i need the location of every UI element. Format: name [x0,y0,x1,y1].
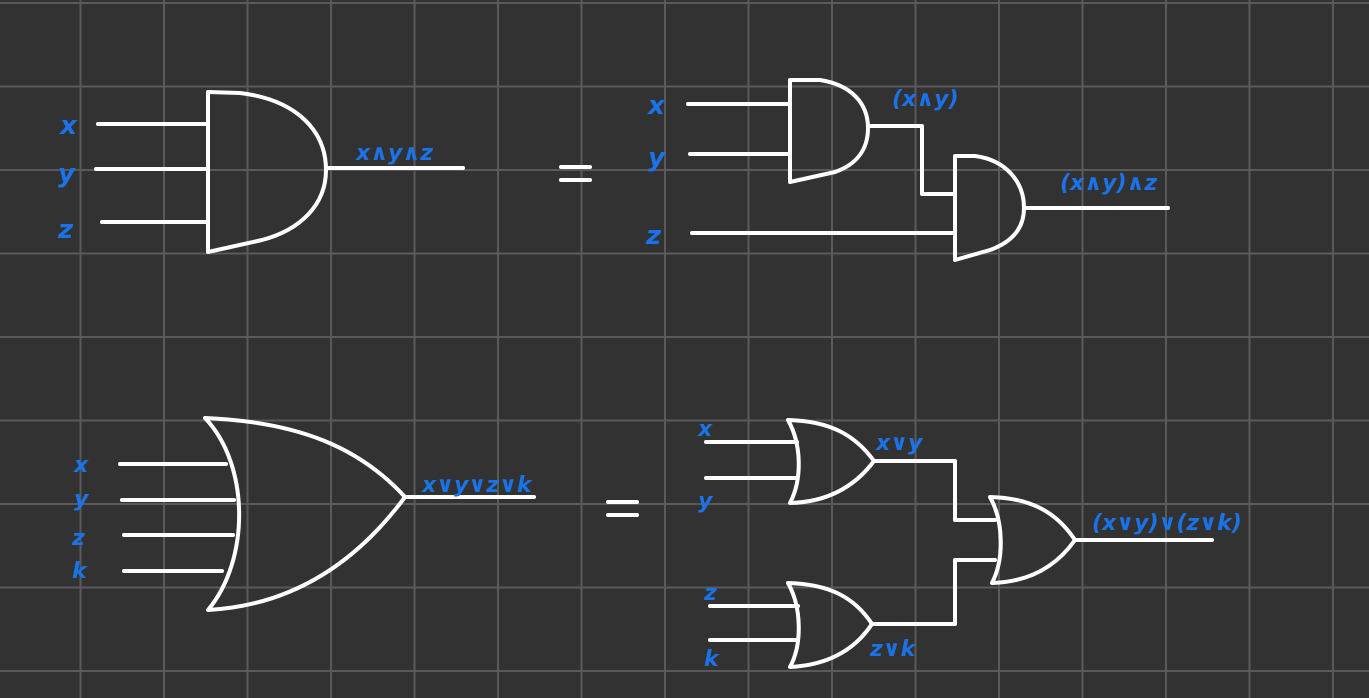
and-cascade-link-wire [866,124,957,196]
or4-label-y: y [74,487,90,512]
or4-label-k: k [72,559,88,584]
and-cascade-output-label: (x∧y)∧z [1060,171,1157,196]
or-intermediate-top-label: x∨y [875,431,924,456]
and-gate-3-input-group: x y z x∧y∧z [57,90,465,254]
or-tree-link-top [872,459,997,522]
and3-output-label: x∧y∧z [355,141,433,166]
or4-label-x: x [73,453,89,478]
or4-output-label: x∨y∨z∨k [421,473,533,498]
or-tree-label-z: z [703,581,717,606]
and3-label-y: y [58,159,76,189]
and3-label-z: z [57,215,74,245]
or-tree-label-k: k [704,647,720,672]
or-tree-label-y: y [698,489,714,514]
and-cascade-group: x y z (x∧y) (x∧y)∧z [645,78,1170,262]
or-gate-top [786,418,876,505]
or-tree-label-x: x [697,417,713,442]
or-intermediate-bottom-label: z∨k [869,637,917,662]
or-gate-4-input-group: x y z k x∨y∨z∨k [71,416,536,612]
or-tree-group: x y z k x∨y z∨k (x∨y)∨(z∨k) [697,417,1242,672]
equals-sign-top [559,165,592,182]
or-gate-final [988,495,1077,585]
and-gate-3-input [206,90,328,254]
or-tree-link-bottom [870,558,997,626]
or-gate-4-input [203,416,407,612]
equals-sign-bottom [606,500,639,517]
and-cascade-label-x: x [646,91,666,121]
and-cascade-label-z: z [645,221,662,251]
and3-label-x: x [58,111,78,141]
or4-label-z: z [71,526,85,551]
and-gate-second [953,154,1026,262]
and-intermediate-label: (x∧y) [892,87,959,112]
and-gate-first [788,78,870,184]
or-tree-output-label: (x∨y)∨(z∨k) [1092,511,1242,536]
or-gate-bottom [786,581,874,669]
and-cascade-label-y: y [648,143,666,173]
